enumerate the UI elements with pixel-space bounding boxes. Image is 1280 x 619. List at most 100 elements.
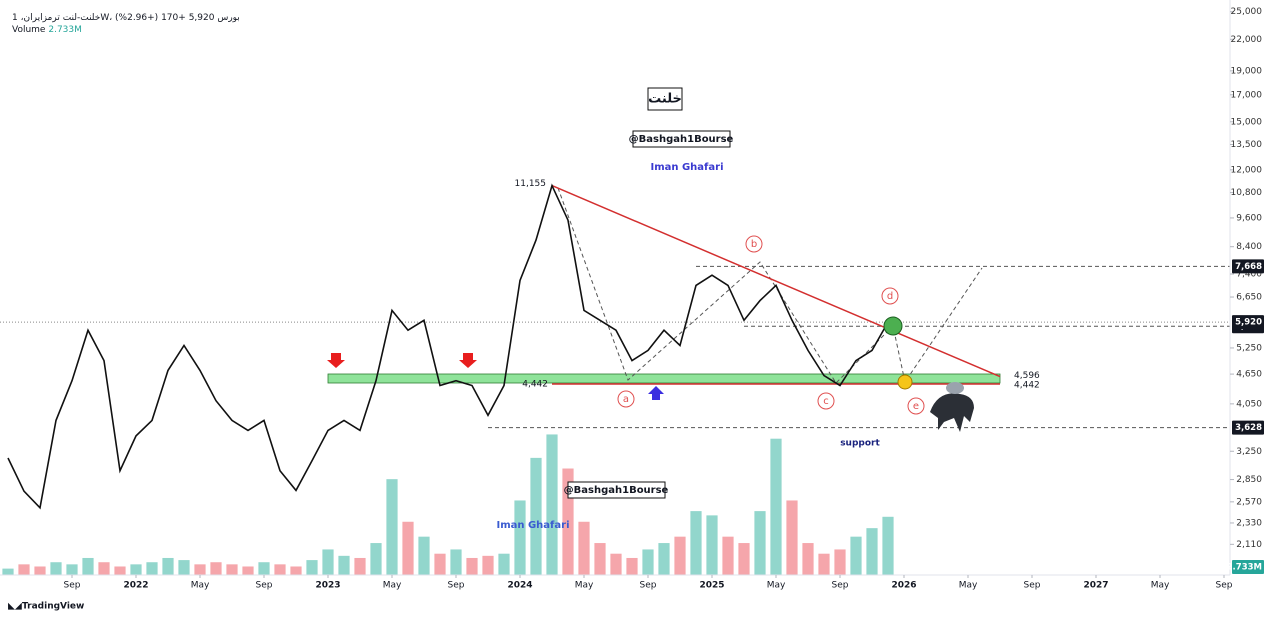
volume-value: 2.733M (48, 25, 82, 35)
volume-bar (658, 543, 670, 575)
wave-circle (817, 392, 835, 410)
volume-bar (498, 553, 510, 575)
volume-bar (162, 557, 174, 575)
drawings (327, 187, 1001, 384)
watermark-box (567, 481, 666, 499)
volume-bar (82, 557, 94, 575)
x-tick-label: May (383, 581, 402, 591)
y-tick-label: 2,330 (1236, 518, 1262, 528)
x-tick-label: 2022 (123, 581, 148, 591)
x-tick-label: Sep (832, 581, 849, 591)
volume-bar (242, 566, 254, 575)
change-pct: (+2.96%) (115, 13, 158, 23)
volume-bar (770, 438, 782, 575)
y-tick-label: 4,650 (1236, 370, 1262, 380)
x-tick-label: May (767, 581, 786, 591)
title-box (647, 87, 683, 111)
volume-bar (322, 549, 334, 575)
support-label-right: 4,442 (1014, 380, 1040, 390)
y-tick-label: 2,850 (1236, 475, 1262, 485)
volume-bar (722, 536, 734, 575)
price-tag (1232, 560, 1264, 574)
wave-circle (745, 235, 763, 253)
volume-bar (834, 549, 846, 575)
x-tick-label: Sep (64, 581, 81, 591)
volume-bar (818, 553, 830, 575)
volume-bar (194, 564, 206, 575)
y-tick-label: 5,250 (1236, 343, 1262, 353)
y-tick-label: 25,000 (1231, 7, 1263, 17)
author: Iman Ghafari (496, 520, 569, 531)
y-tick-label: 22,000 (1231, 35, 1263, 45)
volume-bar (674, 536, 686, 575)
arrow-down (459, 353, 477, 368)
wave-labels: a b c d e (617, 235, 925, 415)
volume-bar (98, 562, 110, 575)
trend-line (551, 184, 1001, 378)
bull-icon (930, 393, 974, 432)
arrow-up (648, 386, 664, 400)
y-tick-label: 2,570 (1236, 497, 1262, 507)
volume-bar (802, 543, 814, 575)
volume-bar (306, 560, 318, 575)
wave-label: c (823, 396, 829, 407)
price-tag-label: 5,920 (1235, 318, 1262, 328)
volume-bar (114, 566, 126, 575)
x-tick-label: May (575, 581, 594, 591)
y-tick-label: 3,250 (1236, 447, 1262, 457)
price-tag (1232, 315, 1264, 330)
price-line (7, 183, 889, 510)
wave-label: a (623, 394, 629, 405)
volume-bar (786, 500, 798, 575)
wave-path (557, 187, 983, 384)
y-tick-label: 4,050 (1236, 399, 1262, 409)
volume-bar (2, 568, 14, 575)
change: +170 (161, 13, 186, 23)
brand-logo: ◣◢ (8, 602, 22, 612)
volume-bar (466, 557, 478, 575)
price-tag-label: 3,628 (1235, 423, 1262, 433)
support-zone (327, 373, 1001, 384)
volume-bar (690, 511, 702, 575)
volume-bar (482, 555, 494, 575)
volume-bar (530, 457, 542, 575)
volume-bar (402, 521, 414, 575)
volume-bar (146, 562, 158, 575)
x-tick-label: Sep (1024, 581, 1041, 591)
volume-bar (226, 564, 238, 575)
y-tick-label: 10,800 (1231, 188, 1263, 198)
watermark: @Bashgah1Bourse (629, 134, 734, 145)
x-tick-label: Sep (448, 581, 465, 591)
watermark: @Bashgah1Bourse (564, 485, 669, 496)
x-tick-label: Sep (1216, 581, 1233, 591)
volume-bar (130, 564, 142, 575)
volume-bar (338, 555, 350, 575)
volume-bar (610, 553, 622, 575)
volume-bar (34, 566, 46, 575)
volume-bar (386, 479, 398, 575)
watermark-box (632, 130, 731, 148)
y-tick-label: 19,000 (1231, 66, 1263, 76)
signal-circle (883, 316, 903, 336)
title-box-text: خلنت (648, 92, 682, 107)
volume-bar (514, 500, 526, 575)
volume-bar (882, 516, 894, 575)
bull-head (946, 382, 964, 394)
x-tick-label: 2026 (891, 581, 916, 591)
volume-bar (274, 564, 286, 575)
y-tick-label: 17,000 (1231, 90, 1263, 100)
wave-circle (881, 287, 899, 305)
trend-end-label: 4,596 (1014, 371, 1040, 381)
volume-bar (850, 536, 862, 575)
signal-circle (897, 374, 913, 390)
price-tag-label: 2.733M (1227, 563, 1262, 573)
wave-circle (907, 397, 925, 415)
y-tick-label: 13,500 (1231, 140, 1263, 150)
volume-bar (642, 549, 654, 575)
wave-circle (617, 390, 635, 408)
y-tick-label: 9,600 (1236, 213, 1262, 223)
y-tick-label: 12,000 (1231, 165, 1263, 175)
volume-bar (66, 564, 78, 575)
